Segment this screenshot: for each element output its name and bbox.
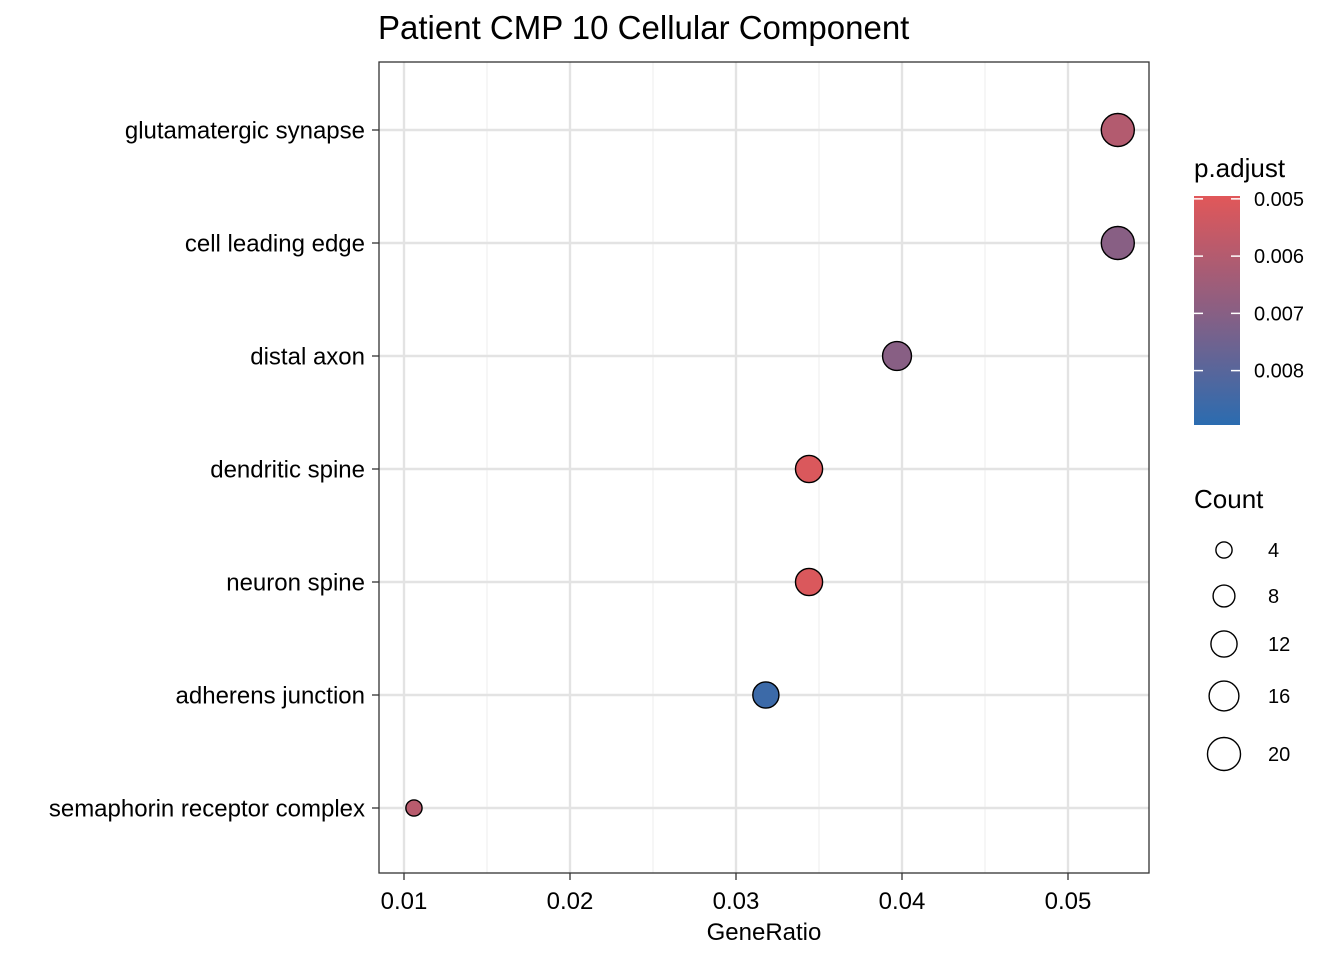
y-tick-label: semaphorin receptor complex xyxy=(49,796,365,823)
x-tick-label: 0.04 xyxy=(879,888,926,915)
size-legend-label: 20 xyxy=(1268,744,1290,766)
color-legend-ticks: 0.005 0.006 0.007 0.008 xyxy=(1194,189,1304,383)
y-tick-label: distal axon xyxy=(250,344,365,371)
x-tick-label: 0.01 xyxy=(381,888,428,915)
data-point xyxy=(881,340,913,372)
y-tick-label: glutamatergic synapse xyxy=(125,118,365,145)
x-axis: 0.01 0.02 0.03 0.04 0.05 xyxy=(381,873,1092,915)
color-legend-tick-label: 0.008 xyxy=(1254,361,1304,383)
data-point xyxy=(1100,225,1136,261)
size-legend-circle xyxy=(1206,736,1242,772)
size-legend-circle xyxy=(1210,630,1238,658)
x-tick-label: 0.02 xyxy=(547,888,594,915)
color-legend: p.adjust 0.005 0.006 0.007 0.008 xyxy=(1194,153,1304,425)
size-legend-circle xyxy=(1212,584,1236,608)
plot-panel-border xyxy=(378,61,1150,874)
y-tick-label: cell leading edge xyxy=(185,231,365,258)
y-tick-label: dendritic spine xyxy=(210,457,365,484)
plot-background xyxy=(379,62,1149,873)
color-legend-tick-label: 0.007 xyxy=(1254,303,1304,325)
data-point xyxy=(794,454,824,484)
x-tick-label: 0.03 xyxy=(713,888,760,915)
chart-title: Patient CMP 10 Cellular Component xyxy=(378,9,909,46)
color-legend-tick-label: 0.005 xyxy=(1254,189,1304,211)
size-legend-items: 4 8 12 16 20 xyxy=(1206,540,1290,772)
grid xyxy=(379,62,1149,873)
size-legend-label: 8 xyxy=(1268,586,1279,608)
data-points xyxy=(405,112,1136,817)
data-point xyxy=(405,799,423,817)
size-legend-circle xyxy=(1215,541,1233,559)
y-tick-label: neuron spine xyxy=(226,570,365,597)
y-tick-label: adherens junction xyxy=(176,683,365,710)
data-point xyxy=(752,681,780,709)
color-legend-title: p.adjust xyxy=(1194,153,1286,183)
color-legend-bar xyxy=(1194,196,1240,425)
color-legend-tick-label: 0.006 xyxy=(1254,246,1304,268)
x-tick-label: 0.05 xyxy=(1045,888,1092,915)
data-point xyxy=(1100,112,1136,148)
x-axis-title: GeneRatio xyxy=(707,919,822,946)
data-point xyxy=(794,567,824,597)
y-axis: glutamatergic synapse cell leading edge di… xyxy=(49,118,379,823)
size-legend: Count 4 8 12 16 20 xyxy=(1194,484,1290,772)
size-legend-circle xyxy=(1208,680,1240,712)
size-legend-title: Count xyxy=(1194,484,1264,514)
size-legend-label: 4 xyxy=(1268,540,1279,562)
size-legend-label: 16 xyxy=(1268,686,1290,708)
size-legend-label: 12 xyxy=(1268,634,1290,656)
